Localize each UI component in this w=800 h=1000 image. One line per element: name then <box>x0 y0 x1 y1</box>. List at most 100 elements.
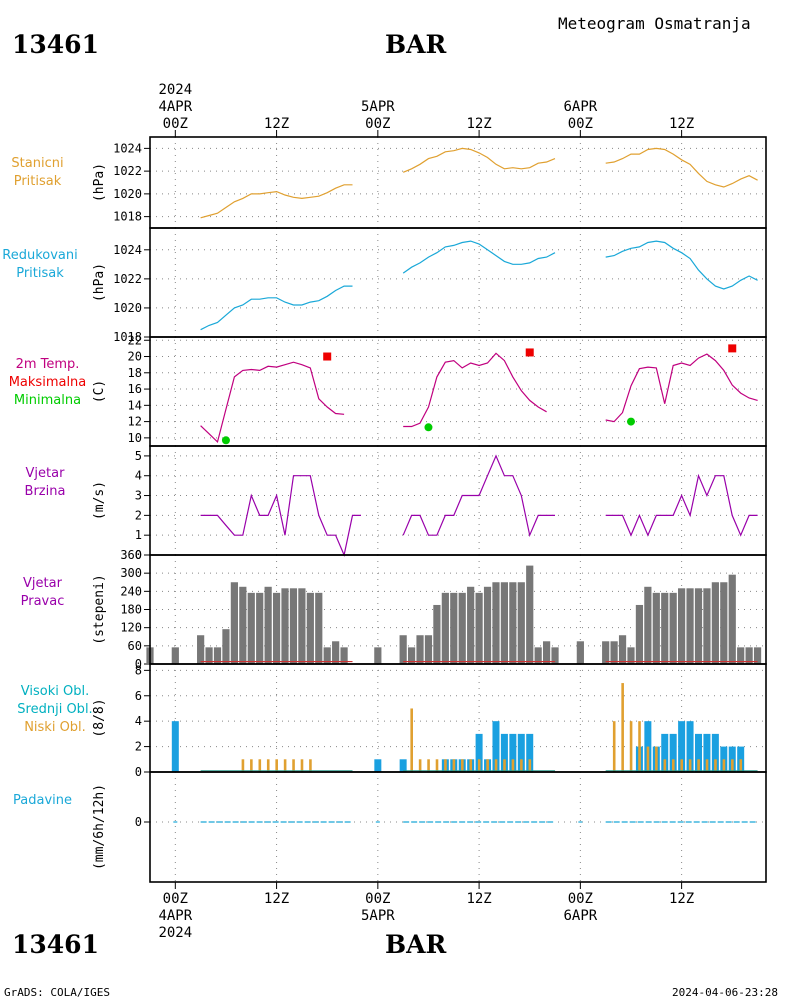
visoki-obl-bar <box>517 733 525 772</box>
pravac-bar <box>753 647 762 664</box>
temp-line-segment-0 <box>200 361 345 444</box>
station-name-bottom: BAR <box>385 930 447 959</box>
pravac-bar <box>610 641 618 664</box>
pravac-bar <box>500 582 509 664</box>
unit-label: (hPa) <box>92 263 107 302</box>
pravac-bar <box>256 592 264 664</box>
visoki-obl-bar <box>669 733 677 772</box>
redukovani-line-segment-0 <box>200 285 353 331</box>
y-tick-label: 0 <box>135 765 142 779</box>
label-redukovani: Redukovani Pritisak <box>0 247 80 283</box>
meteogram-title: Meteogram Osmatranja <box>558 14 751 33</box>
y-tick-label: 0 <box>135 548 142 562</box>
stanicni-line-segment-1 <box>402 147 556 173</box>
pravac-bar <box>737 647 745 664</box>
label-temp-1: 2m Temp. <box>15 357 80 372</box>
pravac-bar <box>720 582 728 664</box>
niski-obl-bar <box>258 759 262 772</box>
pravac-bar <box>509 582 517 664</box>
label-padavine: Padavine <box>0 792 85 810</box>
pravac-bar <box>332 641 340 664</box>
y-tick-label: 1 <box>135 528 142 542</box>
x-tick-label-top: 6APR <box>563 99 597 115</box>
top-year-label: 2024 <box>158 82 192 98</box>
y-tick-label: 1020 <box>113 301 142 315</box>
pravac-bar <box>602 641 610 664</box>
y-tick-label: 6 <box>135 689 142 703</box>
label-brzina: Vjetar Brzina <box>0 465 90 501</box>
niski-obl-bar <box>494 759 498 772</box>
pravac-bar <box>213 647 222 664</box>
label-temp: 2m Temp. Maksimalna Minimalna <box>0 356 95 410</box>
pravac-bar <box>239 586 247 664</box>
pravac-bar <box>745 647 753 664</box>
pravac-bar <box>467 586 475 664</box>
temp-max-marker <box>728 344 737 353</box>
pravac-bar <box>323 647 331 664</box>
x-tick-label-bottom: 00Z <box>568 891 593 907</box>
redukovani-line-segment-1 <box>402 240 556 274</box>
y-tick-label: 3 <box>135 489 142 503</box>
pravac-bar <box>281 588 289 664</box>
niski-obl-bar <box>469 759 473 772</box>
unit-label: (m/s) <box>92 481 107 520</box>
pravac-bar <box>686 588 694 664</box>
x-tick-label-bottom: 12Z <box>669 891 694 907</box>
niski-obl-bar <box>452 759 456 772</box>
niski-obl-bar <box>461 759 464 772</box>
x-tick-label-bottom: 5APR <box>361 908 395 924</box>
redukovani-line-segment-2 <box>605 240 758 290</box>
label-oblaci-2: Srednji Obl. <box>17 702 93 717</box>
niski-obl-bar <box>680 759 684 772</box>
pravac-bar <box>205 647 213 664</box>
x-tick-label-bottom: 4APR <box>158 908 192 924</box>
pravac-bar <box>492 582 500 664</box>
y-tick-label: 1024 <box>113 243 142 257</box>
pravac-bar <box>272 592 281 664</box>
temp-line-segment-2 <box>605 353 758 423</box>
temp-min-marker <box>626 417 635 426</box>
niski-obl-bar <box>241 759 245 772</box>
pravac-bar <box>458 592 466 664</box>
y-tick-label: 120 <box>120 621 142 635</box>
pravac-bar <box>517 582 525 664</box>
pravac-bar <box>222 629 230 664</box>
pravac-bar <box>399 635 407 664</box>
niski-obl-bar <box>655 746 658 772</box>
y-tick-label: 0 <box>135 657 142 671</box>
pravac-bar <box>230 582 238 664</box>
pravac-bar <box>627 647 635 664</box>
x-tick-label-bottom: 12Z <box>264 891 289 907</box>
visoki-obl-bar <box>374 759 382 772</box>
label-pravac-2: Pravac <box>20 594 65 609</box>
y-tick-label: 2 <box>135 740 142 754</box>
y-tick-label: 20 <box>128 350 142 364</box>
pravac-bar <box>551 647 559 664</box>
footer-timestamp: 2024-04-06-23:28 <box>672 986 778 999</box>
label-padavine-1: Padavine <box>13 793 72 808</box>
pravac-bar <box>703 588 711 664</box>
unit-label: (stepeni) <box>92 574 107 644</box>
visoki-obl-bar <box>399 759 407 772</box>
y-tick-label: 12 <box>128 415 142 429</box>
niski-obl-bar <box>671 759 675 772</box>
y-tick-label: 1024 <box>113 141 142 155</box>
y-tick-label: 16 <box>128 382 142 396</box>
brzina-line-segment-1 <box>402 454 555 538</box>
y-tick-label: 4 <box>135 714 142 728</box>
pravac-bar <box>534 647 542 664</box>
y-tick-label: 180 <box>120 603 142 617</box>
niski-obl-bar <box>250 759 253 772</box>
label-pravac-1: Vjetar <box>23 576 62 591</box>
y-tick-label: 14 <box>128 398 142 412</box>
x-tick-label-top: 00Z <box>568 116 593 132</box>
visoki-obl-bar <box>694 733 702 772</box>
unit-label: (C) <box>92 380 107 403</box>
niski-obl-bar <box>731 759 734 772</box>
label-stanicni: Stanicni Pritisak <box>0 155 75 191</box>
y-tick-label: 1022 <box>113 272 142 286</box>
label-oblaci: Visoki Obl. Srednji Obl. Niski Obl. <box>0 683 110 737</box>
pravac-bar <box>374 647 382 664</box>
y-tick-label: 1018 <box>113 210 142 224</box>
label-temp-3: Minimalna <box>13 393 82 408</box>
